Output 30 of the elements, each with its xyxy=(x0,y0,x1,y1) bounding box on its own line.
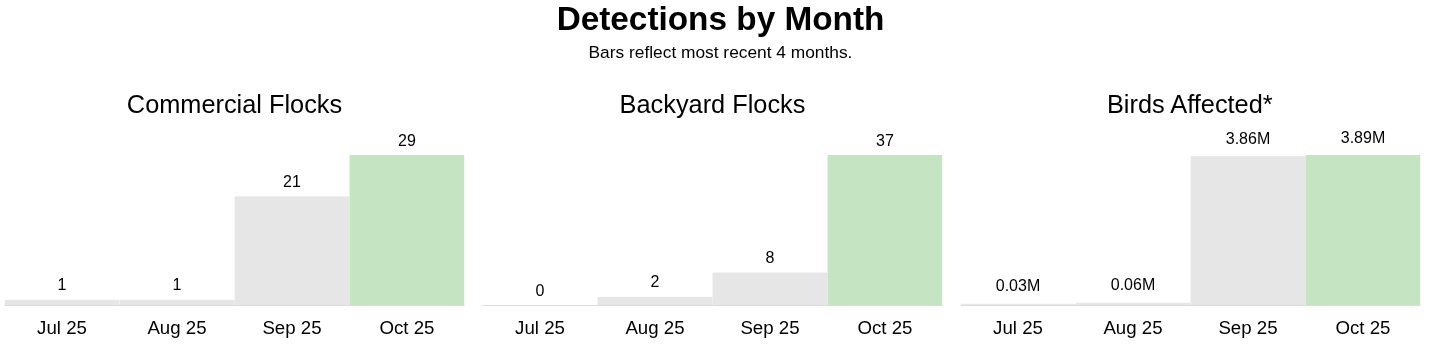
data-label: 0.03M xyxy=(995,277,1041,295)
bar xyxy=(1305,155,1421,306)
x-tick-label: Oct 25 xyxy=(857,316,913,338)
x-tick-label: Oct 25 xyxy=(1335,316,1391,338)
text: Detections by Month xyxy=(556,0,885,38)
data-label: 2 xyxy=(650,273,660,291)
chart-title: Birds Affected* xyxy=(1106,89,1273,118)
data-label: 0.06M xyxy=(1110,276,1156,294)
x-tick-label: Oct 25 xyxy=(379,316,435,338)
x-tick-label: Jul 25 xyxy=(37,316,87,338)
data-label: 29 xyxy=(398,131,416,149)
text: Bars reflect most recent 4 months. xyxy=(588,41,853,62)
data-label: 3.89M xyxy=(1340,128,1386,146)
data-label: 3.86M xyxy=(1225,129,1271,147)
x-tick-label: Sep 25 xyxy=(740,316,800,338)
data-label: 0 xyxy=(535,281,545,299)
x-tick-label: Aug 25 xyxy=(1103,316,1163,338)
chart-title: Commercial Flocks xyxy=(126,89,343,118)
x-tick-label: Jul 25 xyxy=(993,316,1043,338)
x-tick-label: Aug 25 xyxy=(625,316,685,338)
data-label: 37 xyxy=(876,131,894,149)
x-tick-label: Jul 25 xyxy=(515,316,565,338)
data-label: 1 xyxy=(57,276,67,294)
chart-title: Backyard Flocks xyxy=(619,89,806,118)
data-label: 1 xyxy=(172,276,182,294)
x-tick-label: Sep 25 xyxy=(1218,316,1278,338)
x-tick-label: Sep 25 xyxy=(262,316,322,338)
data-label: 21 xyxy=(283,172,301,190)
data-label: 8 xyxy=(765,249,775,267)
x-tick-label: Aug 25 xyxy=(147,316,207,338)
